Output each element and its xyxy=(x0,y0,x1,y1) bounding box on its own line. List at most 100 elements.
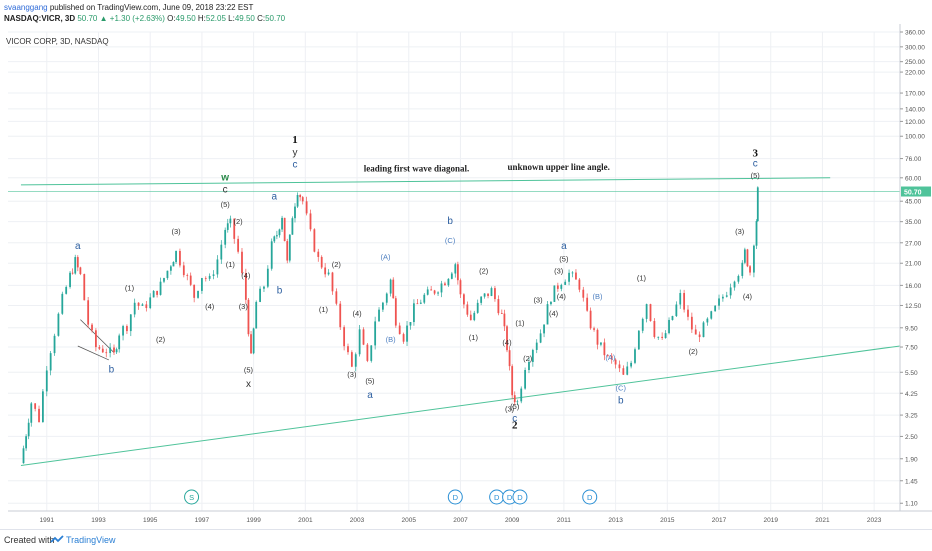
time-tick-label: 2015 xyxy=(660,517,675,524)
wave-label: (4) xyxy=(743,292,753,301)
wave-label: (4) xyxy=(502,338,512,347)
wave-label: 1 xyxy=(292,134,298,146)
candle-body xyxy=(614,359,617,365)
candle-body xyxy=(490,288,493,296)
price-tick-label: 9.50 xyxy=(905,325,918,332)
dividend-marker[interactable] xyxy=(447,489,463,505)
candle-body xyxy=(224,229,227,245)
wave-label: x xyxy=(246,379,251,390)
candle-body xyxy=(149,297,152,309)
time-tick-label: 1991 xyxy=(40,517,55,524)
candle-body xyxy=(702,322,705,338)
candle-body xyxy=(378,309,380,322)
trendline[interactable] xyxy=(20,345,901,466)
wave-label: (5) xyxy=(244,365,254,374)
candle-body xyxy=(281,217,283,230)
wave-label: b xyxy=(447,216,453,227)
price-tick-label: 170.00 xyxy=(905,91,925,98)
price-tick-label: 12.50 xyxy=(905,303,922,310)
low-label: L: xyxy=(228,14,235,23)
last-price-badge xyxy=(901,186,931,197)
trendlines[interactable] xyxy=(8,177,901,466)
wave-label: (2) xyxy=(689,347,699,356)
dividend-marker[interactable] xyxy=(582,489,598,505)
candle-body xyxy=(172,262,175,267)
time-tick-label: 2005 xyxy=(402,517,417,524)
wave-label: 3 xyxy=(752,147,758,159)
candle-body xyxy=(347,346,349,353)
candle-body xyxy=(516,401,519,403)
candle-body xyxy=(362,329,365,345)
chart-annotation: unknown upper line angle. xyxy=(508,162,610,172)
triangle-upper-line[interactable] xyxy=(80,319,115,353)
candle-body xyxy=(71,272,74,274)
candle-body xyxy=(596,329,599,345)
candle-body xyxy=(729,287,732,296)
candle-body xyxy=(546,304,549,325)
time-tick-label: 1999 xyxy=(246,517,261,524)
candle-body xyxy=(398,325,401,335)
event-marker-label: D xyxy=(453,493,459,502)
candle-body xyxy=(437,292,439,294)
price-tick-label: 3.25 xyxy=(905,413,918,420)
publisher-link[interactable]: svaanggang xyxy=(4,3,48,12)
candle-body xyxy=(263,286,265,289)
trendline[interactable] xyxy=(20,177,831,186)
candle-body xyxy=(204,278,207,279)
tradingview-logo-icon xyxy=(50,535,64,543)
tradingview-brand[interactable]: TradingView xyxy=(66,535,116,545)
candle-body xyxy=(661,336,664,338)
candle-body xyxy=(503,313,506,327)
candle-body xyxy=(278,229,281,236)
time-tick-label: 2023 xyxy=(867,517,882,524)
wave-label: w xyxy=(220,173,229,184)
candle-body xyxy=(556,285,559,289)
candle-body xyxy=(749,266,751,273)
candle-body xyxy=(327,272,330,275)
wave-label: (5) xyxy=(559,254,569,263)
candle-body xyxy=(664,333,667,338)
candle-body xyxy=(331,272,334,292)
candle-body xyxy=(69,272,71,287)
split-marker[interactable] xyxy=(184,489,200,505)
wave-label: (B) xyxy=(592,292,603,301)
candle-body xyxy=(38,408,40,423)
candle-body xyxy=(531,349,534,362)
candle-body xyxy=(710,311,713,319)
candle-body xyxy=(247,299,250,335)
price-change: +1.30 (+2.63%) xyxy=(109,14,165,23)
price-tick-label: 250.00 xyxy=(905,59,925,66)
candle-body xyxy=(622,368,625,375)
open-value: 49.50 xyxy=(175,14,196,23)
candle-body xyxy=(463,294,465,305)
candle-body xyxy=(487,293,489,296)
candle-body xyxy=(212,274,215,276)
candle-body xyxy=(233,218,236,239)
candle-body xyxy=(571,272,574,274)
candle-body xyxy=(241,251,243,273)
price-axis[interactable]: 360.00 300.00 250.00 220.00 170.00 140.00 120.… xyxy=(899,24,931,511)
price-chart[interactable]: VICOR CORP, 3D, NASDAQ leading first wav… xyxy=(0,24,932,529)
candle-body xyxy=(511,366,514,396)
candle-body xyxy=(220,244,223,260)
candle-body xyxy=(423,294,426,303)
time-tick-label: 2009 xyxy=(505,517,520,524)
triangle-lower-line[interactable] xyxy=(77,345,109,361)
candle-body xyxy=(578,279,581,290)
time-axis[interactable]: 1991 1993 1995 1997 1999 2001 2003 2005 2007 2009… xyxy=(8,510,932,524)
candle-body xyxy=(320,256,323,268)
wave-label: (1) xyxy=(125,284,135,293)
candle-body xyxy=(294,206,296,219)
price-tick-label: 1.45 xyxy=(905,478,918,485)
candle-body xyxy=(394,298,397,326)
candle-body xyxy=(91,324,93,331)
candle-body xyxy=(133,302,136,315)
wave-label: (3) xyxy=(735,227,745,236)
candle-body xyxy=(683,293,686,310)
candle-body xyxy=(568,272,570,282)
published-text: published on TradingView.com, June 09, 2… xyxy=(49,3,254,12)
price-tick-label: 4.25 xyxy=(905,391,918,398)
candle-body xyxy=(53,335,56,354)
dividend-marker[interactable] xyxy=(512,489,528,505)
candle-body xyxy=(756,187,759,222)
